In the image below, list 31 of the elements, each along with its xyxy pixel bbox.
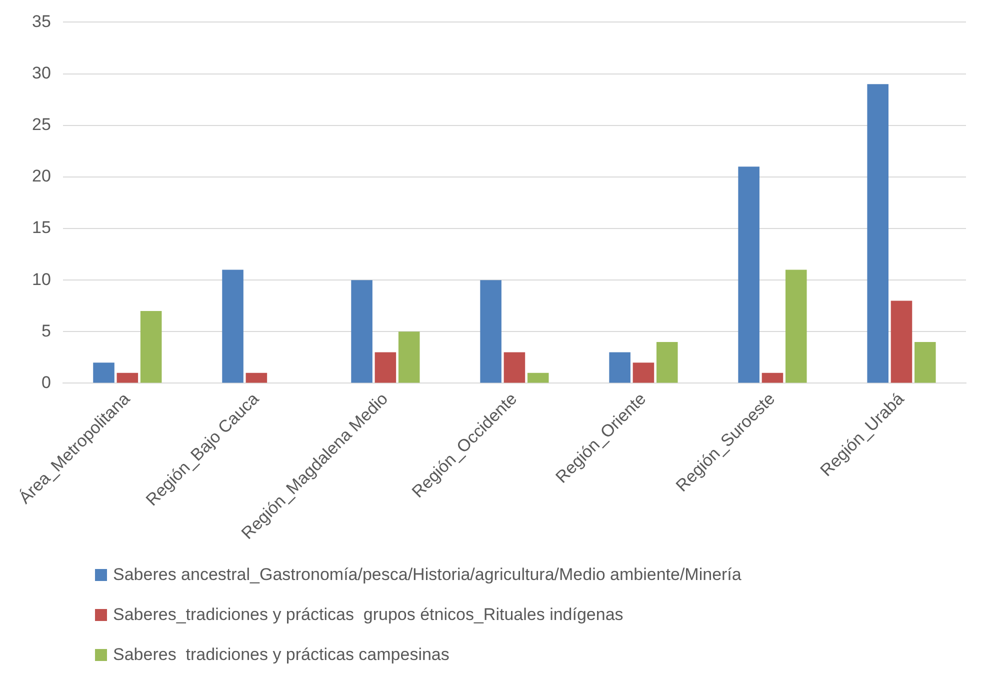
y-tick-label: 15 — [32, 218, 51, 238]
bar — [222, 270, 244, 383]
y-tick-label: 0 — [41, 372, 51, 392]
legend-label: Saberes_tradiciones y prácticas grupos étnicos_Rituales indígenas — [113, 605, 624, 625]
bar — [785, 270, 807, 383]
legend-label: Saberes ancestral_Gastronomía/pesca/Historia/agricultura/Medio ambiente/Minería — [113, 565, 742, 585]
bar — [398, 332, 420, 383]
legend-label: Saberes tradiciones y prácticas campesinas — [113, 645, 450, 665]
bar — [914, 342, 936, 383]
bar — [504, 352, 526, 383]
y-tick-label: 25 — [32, 115, 51, 134]
y-tick-label: 30 — [32, 63, 51, 82]
bar — [246, 372, 268, 383]
y-tick-label: 10 — [32, 270, 51, 289]
bar — [738, 166, 760, 383]
bar — [480, 280, 502, 383]
bar — [351, 280, 372, 383]
bar — [527, 372, 549, 383]
bar — [656, 342, 678, 383]
bar — [140, 311, 162, 383]
y-tick-label: 35 — [32, 12, 51, 31]
bar — [762, 372, 784, 383]
bar — [116, 372, 138, 383]
bar — [93, 362, 114, 383]
bar — [890, 300, 912, 383]
bar — [632, 362, 654, 383]
y-tick-label: 20 — [32, 166, 51, 186]
bar — [374, 352, 396, 383]
bar — [609, 352, 630, 383]
bar — [867, 84, 888, 383]
y-tick-label: 5 — [41, 321, 51, 340]
